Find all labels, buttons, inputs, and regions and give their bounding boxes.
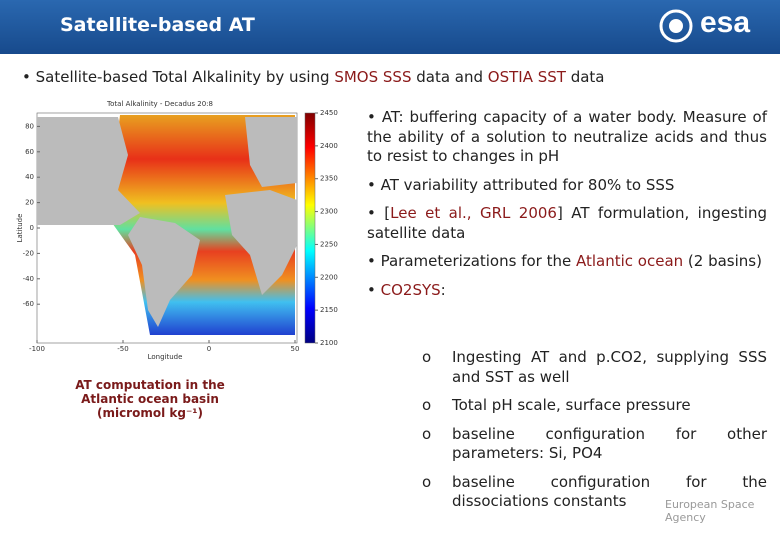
colorbar-label: 2150 <box>320 306 338 314</box>
highlight-text: SMOS SSS <box>334 68 412 86</box>
text: • AT: buffering capacity of a water body… <box>367 108 767 165</box>
map-xlabel: Longitude <box>148 353 183 361</box>
intro-line: • Satellite-based Total Alkalinity by us… <box>22 68 605 86</box>
text: • Parameterizations for the <box>367 252 576 270</box>
text: : <box>440 280 446 299</box>
colorbar-label: 2250 <box>320 240 338 248</box>
bullet-list: • AT: buffering capacity of a water body… <box>367 108 767 309</box>
text: baseline configuration for other paramet… <box>452 424 767 463</box>
text: • Satellite-based Total Alkalinity by us… <box>22 68 335 86</box>
map-title: Total Alkalinity - Decadus 20:8 <box>106 100 213 108</box>
highlight-text: Atlantic ocean <box>575 252 684 270</box>
bullet: • [Lee et al., GRL 2006] AT formulation,… <box>367 204 767 243</box>
logo-emblem <box>659 9 693 43</box>
x-tick-label: 0 <box>207 345 211 353</box>
text: Total pH scale, surface pressure <box>452 396 691 414</box>
bullet-marker: o <box>422 396 432 414</box>
sub-bullet: o Ingesting AT and p.CO2, supplying SSS a… <box>422 348 767 387</box>
text: • <box>367 280 381 299</box>
text: data and <box>411 68 488 86</box>
y-tick-label: -40 <box>23 275 34 283</box>
y-tick-label: -20 <box>23 249 34 257</box>
highlight-text: OSTIA SST <box>487 68 566 86</box>
map-ylabel: Latitude <box>16 214 24 243</box>
land <box>37 117 140 225</box>
y-tick-label: 80 <box>25 122 34 130</box>
y-tick-label: 0 <box>30 224 34 232</box>
bullet: • AT variability attributed for 80% to S… <box>367 176 767 196</box>
bullet-marker: o <box>422 472 432 491</box>
x-tick-label: -50 <box>117 345 128 353</box>
y-tick-label: 60 <box>25 148 34 156</box>
colorbar-label: 2200 <box>320 273 338 281</box>
highlight-text: CO2SYS <box>380 280 441 299</box>
colorbar-label: 2100 <box>320 339 338 347</box>
text: ] AT formulation, ingesting satellite da… <box>367 204 767 242</box>
bullet: • CO2SYS: <box>367 281 767 301</box>
colorbar-label: 2400 <box>320 142 338 150</box>
text: data <box>565 68 605 86</box>
land <box>245 117 297 187</box>
sub-bullet: o Total pH scale, surface pressure <box>422 396 767 416</box>
text: baseline configuration for the dissociat… <box>452 472 767 511</box>
text: • AT variability attributed for 80% to S… <box>367 175 675 194</box>
land <box>128 217 200 327</box>
x-tick-label: 50 <box>291 345 300 353</box>
colorbar-label: 2450 <box>320 109 338 117</box>
bullet-marker: o <box>422 424 432 443</box>
colorbar <box>304 112 316 344</box>
text: (2 basins) <box>683 252 762 270</box>
bullet-marker: o <box>422 348 432 366</box>
slide-title: Satellite-based AT <box>60 14 255 36</box>
text: • [ <box>367 204 391 222</box>
footer: European Space Agency <box>665 498 755 524</box>
colorbar-label: 2300 <box>320 208 338 216</box>
x-tick-label: -100 <box>29 345 45 353</box>
sub-bullet-list: o Ingesting AT and p.CO2, supplying SSS a… <box>422 348 767 521</box>
y-tick-label: 20 <box>25 199 34 207</box>
highlight-text: Lee et al., GRL 2006 <box>390 204 557 222</box>
text: Ingesting AT and p.CO2, supplying SSS an… <box>452 348 767 386</box>
sub-bullet: o baseline configuration for other parame… <box>422 425 767 464</box>
y-tick-label: 40 <box>25 173 34 181</box>
map-figure: Total Alkalinity - Decadus 20:8 Latitude… <box>16 100 338 361</box>
bullet: • AT: buffering capacity of a water body… <box>367 108 767 167</box>
figure-caption: AT computation in the Atlantic ocean bas… <box>75 378 225 420</box>
bullet: • Parameterizations for the Atlantic oce… <box>367 252 767 272</box>
header-bar <box>0 0 780 54</box>
colorbar-label: 2350 <box>320 175 338 183</box>
logo-text: esa <box>700 6 751 39</box>
sub-bullet: o baseline configuration for the dissocia… <box>422 473 767 512</box>
land <box>225 190 297 295</box>
y-tick-label: -60 <box>23 300 34 308</box>
